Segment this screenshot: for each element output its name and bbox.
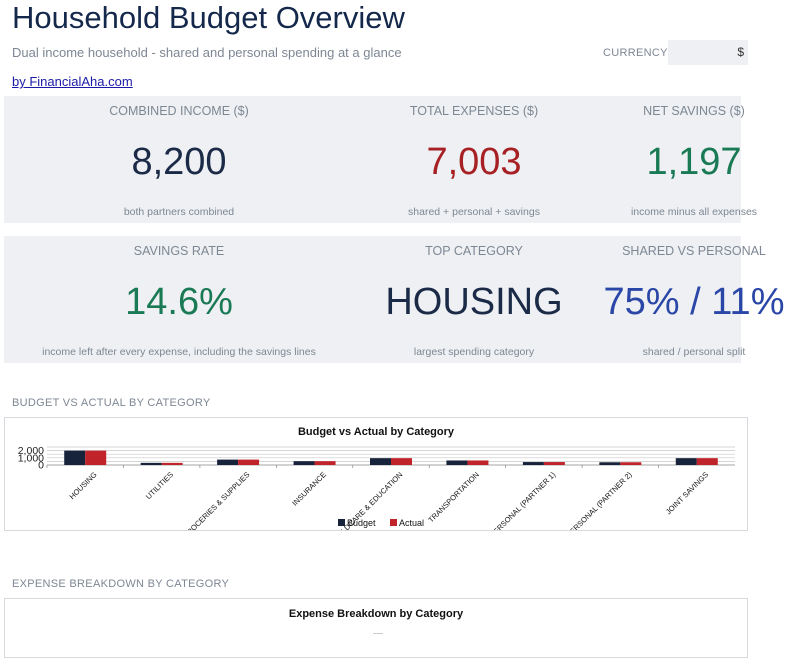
kpi-label: COMBINED INCOME ($) [109, 104, 249, 118]
byline-link[interactable]: by FinancialAha.com [12, 74, 133, 89]
chart-title: Budget vs Actual by Category [298, 426, 455, 438]
x-tick-label: GROCERIES & SUPPLIES [181, 470, 252, 530]
kpi-note: both partners combined [123, 206, 235, 218]
kpi-total-expenses: TOTAL EXPENSES ($) 7,003 shared + person… [374, 96, 574, 223]
kpi-top-category: TOP CATEGORY HOUSING largest spending ca… [374, 236, 574, 363]
kpi-note: income minus all expenses [630, 206, 758, 218]
kpi-value: 8,200 [131, 141, 227, 183]
chart-title: Expense Breakdown by Category [288, 608, 464, 620]
x-tick-label: TRANSPORTATION [426, 470, 480, 524]
bar-budget [370, 458, 391, 465]
bar-budget [675, 458, 697, 465]
x-tick-label: PERSONAL (PARTNER 1) [488, 470, 558, 530]
bar-budget [64, 450, 86, 465]
bar-actual [391, 458, 412, 465]
bar-budget [446, 460, 468, 465]
kpi-value: 14.6% [125, 281, 233, 323]
x-tick-label: JOINT SAVINGS [664, 470, 710, 516]
budget-vs-actual-chart: Budget vs Actual by Category 2,000 1,000 0 H… [4, 417, 748, 544]
legend-swatch-budget [338, 519, 345, 526]
kpi-label: TOTAL EXPENSES ($) [409, 104, 539, 118]
bar-budget [522, 462, 544, 465]
kpi-note: income left after every expense, includi… [42, 346, 316, 358]
bar-budget [599, 462, 621, 465]
kpi-value: 1,197 [646, 141, 742, 183]
page-title: Household Budget Overview [12, 0, 405, 35]
kpi-note: largest spending category [413, 346, 535, 358]
kpi-panel-top: COMBINED INCOME ($) 8,200 both partners … [4, 96, 757, 223]
section-title-budget-vs-actual: BUDGET VS ACTUAL BY CATEGORY [12, 397, 211, 409]
kpi-label: TOP CATEGORY [425, 244, 523, 258]
x-tick-label: INSURANCE [290, 470, 328, 508]
x-tick-label: UTILITIES [144, 470, 175, 501]
kpi-savings-rate: SAVINGS RATE 14.6% income left after eve… [4, 236, 354, 363]
kpi-label: NET SAVINGS ($) [643, 104, 745, 118]
x-tick-label: HOUSING [68, 470, 99, 501]
bar-actual [696, 458, 718, 465]
pie-top-edge [373, 633, 383, 634]
kpi-panel-bottom: SAVINGS RATE 14.6% income left after eve… [4, 236, 784, 363]
kpi-combined-income: COMBINED INCOME ($) 8,200 both partners … [4, 96, 354, 223]
kpi-label: SAVINGS RATE [133, 244, 225, 258]
bar-actual [85, 450, 107, 465]
y-tick-label: 1,000 [18, 452, 44, 464]
kpi-shared-vs-personal: SHARED VS PERSONAL 75% / 11% shared / pe… [597, 236, 791, 363]
kpi-value: 75% / 11% [603, 281, 785, 323]
bar-actual [161, 462, 183, 465]
y-tick-label: 2,000 [18, 445, 44, 457]
currency-input[interactable]: $ [668, 40, 748, 65]
bar-actual [543, 462, 565, 465]
bar-actual [620, 462, 642, 465]
bar-budget [140, 462, 162, 465]
legend-label: Budget [347, 518, 376, 528]
kpi-net-savings: NET SAVINGS ($) 1,197 income minus all e… [604, 96, 784, 223]
bar-actual [238, 459, 260, 465]
bar-budget [217, 459, 239, 465]
x-tick-label: PERSONAL (PARTNER 2) [564, 470, 634, 530]
kpi-note: shared / personal split [642, 346, 746, 358]
kpi-label: SHARED VS PERSONAL [622, 244, 766, 258]
bar-actual [467, 460, 489, 465]
kpi-note: shared + personal + savings [408, 206, 540, 218]
page-subtitle: Dual income household - shared and perso… [12, 45, 402, 60]
legend-label: Actual [399, 518, 424, 528]
legend-swatch-actual [390, 519, 397, 526]
y-tick-label: 0 [38, 460, 44, 472]
currency-label: CURRENCY [603, 47, 668, 59]
bar-actual [314, 461, 336, 465]
bar-budget [293, 461, 315, 465]
kpi-value: 7,003 [426, 141, 522, 183]
section-title-expense-breakdown: EXPENSE BREAKDOWN BY CATEGORY [12, 578, 230, 590]
kpi-value: HOUSING [385, 281, 563, 323]
expense-breakdown-chart: Expense Breakdown by Category [4, 598, 748, 658]
